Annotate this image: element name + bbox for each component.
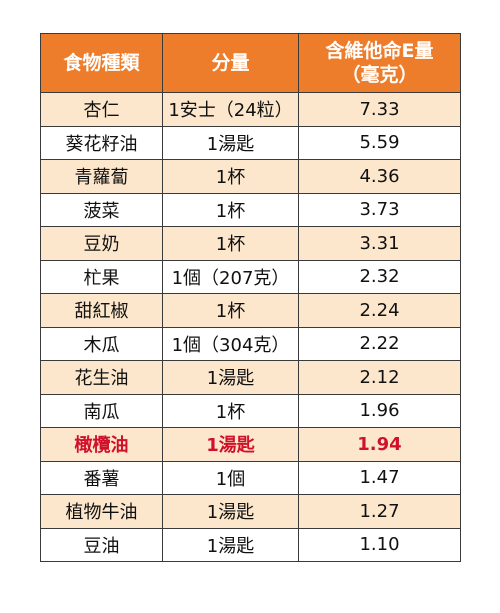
table-row: 杧果 1個（207克） 2.32 <box>40 259 461 294</box>
table-row: 南瓜 1杯 1.96 <box>40 393 461 428</box>
cell-vitamin-e-value: 3.73 <box>298 192 461 227</box>
cell-food-name: 菠菜 <box>40 192 163 227</box>
table-row: 豆奶 1杯 3.31 <box>40 226 461 261</box>
header-vitamin-e: 含維他命E量 （毫克） <box>298 33 461 93</box>
table-row: 青蘿蔔 1杯 4.36 <box>40 159 461 194</box>
header-vitamin-e-line2: （毫克） <box>341 64 418 86</box>
cell-food-name: 番薯 <box>40 460 163 495</box>
cell-vitamin-e-value: 2.12 <box>298 360 461 395</box>
vitamin-e-table: 食物種類 分量 含維他命E量 （毫克） 杏仁 1安士（24粒） 7.33 葵花籽油 1湯… <box>40 33 461 562</box>
cell-vitamin-e-value: 7.33 <box>298 92 461 127</box>
cell-vitamin-e-value: 1.94 <box>298 427 461 462</box>
cell-food-name: 植物牛油 <box>40 494 163 529</box>
vitamin-e-table-container: 食物種類 分量 含維他命E量 （毫克） 杏仁 1安士（24粒） 7.33 葵花籽油 1湯… <box>40 33 461 562</box>
cell-vitamin-e-value: 2.24 <box>298 293 461 328</box>
cell-vitamin-e-value: 1.10 <box>298 527 461 562</box>
table-row: 番薯 1個 1.47 <box>40 460 461 495</box>
cell-amount: 1湯匙 <box>162 527 299 562</box>
header-vitamin-e-line1: 含維他命E量 <box>325 40 434 62</box>
cell-vitamin-e-value: 1.27 <box>298 494 461 529</box>
cell-amount: 1湯匙 <box>162 427 299 462</box>
cell-vitamin-e-value: 5.59 <box>298 125 461 160</box>
cell-amount: 1湯匙 <box>162 360 299 395</box>
header-row: 食物種類 分量 含維他命E量 （毫克） <box>40 33 461 93</box>
cell-vitamin-e-value: 2.32 <box>298 259 461 294</box>
cell-amount: 1安士（24粒） <box>162 92 299 127</box>
table-header: 食物種類 分量 含維他命E量 （毫克） <box>40 33 461 93</box>
table-row: 葵花籽油 1湯匙 5.59 <box>40 125 461 160</box>
cell-food-name: 豆油 <box>40 527 163 562</box>
table-row: 菠菜 1杯 3.73 <box>40 192 461 227</box>
cell-food-name: 杧果 <box>40 259 163 294</box>
table-row: 植物牛油 1湯匙 1.27 <box>40 494 461 529</box>
cell-amount: 1杯 <box>162 226 299 261</box>
cell-food-name: 南瓜 <box>40 393 163 428</box>
cell-vitamin-e-value: 1.47 <box>298 460 461 495</box>
cell-food-name: 木瓜 <box>40 326 163 361</box>
cell-food-name: 杏仁 <box>40 92 163 127</box>
cell-amount: 1杯 <box>162 192 299 227</box>
cell-amount: 1杯 <box>162 159 299 194</box>
cell-amount: 1個（304克） <box>162 326 299 361</box>
cell-amount: 1杯 <box>162 293 299 328</box>
cell-vitamin-e-value: 1.96 <box>298 393 461 428</box>
table-row: 豆油 1湯匙 1.10 <box>40 527 461 562</box>
header-food-type: 食物種類 <box>40 33 163 93</box>
table-row-highlighted: 橄欖油 1湯匙 1.94 <box>40 427 461 462</box>
cell-vitamin-e-value: 4.36 <box>298 159 461 194</box>
cell-amount: 1個 <box>162 460 299 495</box>
cell-amount: 1個（207克） <box>162 259 299 294</box>
table-row: 甜紅椒 1杯 2.24 <box>40 293 461 328</box>
cell-vitamin-e-value: 2.22 <box>298 326 461 361</box>
cell-food-name: 葵花籽油 <box>40 125 163 160</box>
cell-food-name: 青蘿蔔 <box>40 159 163 194</box>
cell-amount: 1湯匙 <box>162 125 299 160</box>
cell-amount: 1杯 <box>162 393 299 428</box>
cell-food-name: 花生油 <box>40 360 163 395</box>
cell-food-name: 橄欖油 <box>40 427 163 462</box>
table-row: 杏仁 1安士（24粒） 7.33 <box>40 92 461 127</box>
header-amount: 分量 <box>162 33 299 93</box>
cell-food-name: 甜紅椒 <box>40 293 163 328</box>
table-row: 花生油 1湯匙 2.12 <box>40 360 461 395</box>
cell-food-name: 豆奶 <box>40 226 163 261</box>
table-body: 杏仁 1安士（24粒） 7.33 葵花籽油 1湯匙 5.59 青蘿蔔 1杯 4.36 菠菜 1杯 3.… <box>40 92 461 562</box>
table-row: 木瓜 1個（304克） 2.22 <box>40 326 461 361</box>
cell-amount: 1湯匙 <box>162 494 299 529</box>
cell-vitamin-e-value: 3.31 <box>298 226 461 261</box>
